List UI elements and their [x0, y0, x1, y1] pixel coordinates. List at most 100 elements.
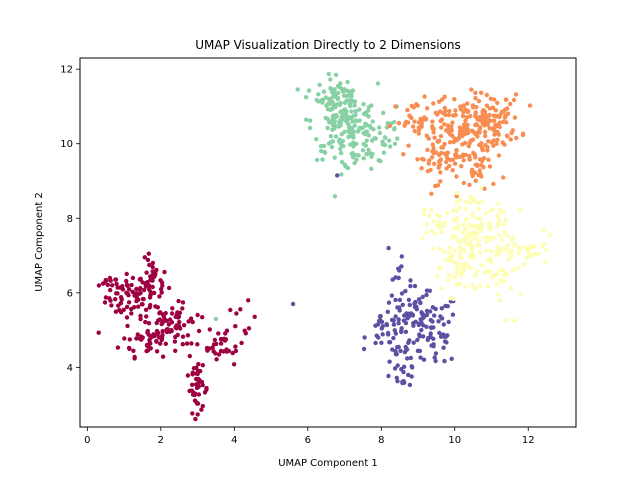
scatter-point	[361, 156, 366, 161]
scatter-point	[496, 153, 502, 158]
scatter-point	[502, 115, 508, 120]
scatter-point	[395, 136, 400, 141]
scatter-point	[195, 342, 200, 347]
scatter-point	[384, 322, 390, 328]
scatter-point	[338, 118, 343, 123]
y-tick-label: 8	[67, 214, 73, 225]
scatter-point	[402, 123, 407, 128]
scatter-point	[478, 216, 483, 221]
scatter-point	[454, 174, 459, 179]
scatter-point	[444, 211, 450, 216]
scatter-point	[430, 124, 435, 129]
scatter-point	[363, 131, 369, 136]
scatter-point	[159, 321, 164, 327]
scatter-point	[200, 403, 205, 409]
scatter-point	[320, 100, 325, 105]
scatter-point	[429, 325, 434, 331]
scatter-point	[350, 151, 355, 156]
scatter-point	[486, 157, 491, 162]
scatter-point	[438, 314, 443, 319]
scatter-point	[523, 244, 528, 250]
scatter-point	[449, 356, 454, 361]
scatter-point	[373, 340, 378, 346]
x-tick-label: 10	[448, 435, 461, 446]
scatter-point	[361, 102, 366, 107]
scatter-point	[210, 345, 215, 350]
scatter-point	[446, 250, 451, 256]
scatter-point	[373, 323, 378, 328]
scatter-point	[470, 244, 476, 249]
scatter-point	[360, 148, 366, 153]
scatter-point	[484, 211, 489, 216]
scatter-point	[462, 227, 467, 232]
scatter-point	[143, 319, 148, 325]
scatter-point	[393, 104, 398, 109]
scatter-point	[382, 135, 388, 140]
scatter-point	[476, 206, 481, 212]
scatter-point	[408, 355, 413, 361]
scatter-point	[492, 132, 497, 137]
scatter-point	[190, 411, 195, 416]
scatter-point	[437, 330, 442, 336]
scatter-point	[328, 86, 333, 91]
scatter-point	[470, 283, 475, 288]
scatter-point	[541, 227, 546, 233]
scatter-point	[472, 235, 477, 240]
scatter-point	[473, 96, 478, 101]
scatter-point	[450, 312, 456, 317]
scatter-point	[143, 307, 149, 312]
scatter-point	[446, 112, 452, 118]
scatter-point	[132, 291, 137, 296]
scatter-point	[405, 107, 410, 113]
x-tick-label: 0	[84, 435, 90, 446]
scatter-point	[386, 245, 391, 251]
scatter-point	[489, 249, 494, 254]
scatter-point	[399, 329, 404, 335]
scatter-point	[429, 191, 434, 196]
scatter-point	[463, 118, 468, 124]
scatter-point	[136, 297, 141, 302]
scatter-point	[351, 144, 356, 149]
y-axis-ticks: 4 6 8 10 12	[60, 65, 80, 374]
scatter-point	[196, 392, 202, 397]
scatter-point	[124, 290, 129, 295]
scatter-point	[447, 140, 453, 145]
scatter-point	[143, 281, 148, 286]
scatter-point	[501, 267, 506, 273]
scatter-point	[117, 307, 122, 313]
scatter-point	[422, 207, 427, 212]
scatter-point	[152, 290, 157, 296]
scatter-point	[478, 118, 483, 123]
scatter-point	[501, 119, 506, 125]
scatter-point	[333, 72, 339, 78]
scatter-point	[138, 276, 143, 281]
scatter-point	[162, 269, 167, 275]
scatter-point	[450, 253, 455, 258]
scatter-point	[442, 141, 447, 147]
scatter-point	[442, 122, 447, 127]
scatter-point	[478, 125, 483, 130]
scatter-point	[395, 345, 400, 350]
scatter-point	[455, 216, 460, 221]
chart-title: UMAP Visualization Directly to 2 Dimensi…	[195, 38, 461, 52]
scatter-point	[511, 268, 516, 273]
scatter-point	[487, 268, 493, 274]
scatter-point	[464, 241, 469, 247]
scatter-point	[465, 130, 471, 136]
scatter-point	[451, 260, 457, 265]
scatter-point	[478, 171, 483, 177]
scatter-point	[476, 200, 481, 206]
scatter-point	[430, 246, 436, 252]
scatter-point	[503, 217, 508, 222]
scatter-point	[441, 345, 446, 350]
scatter-point	[498, 112, 503, 117]
scatter-point	[406, 372, 411, 378]
scatter-point	[200, 363, 205, 368]
scatter-point	[324, 103, 329, 108]
scatter-point	[129, 282, 134, 288]
scatter-point	[432, 355, 437, 360]
scatter-point	[504, 318, 509, 323]
scatter-point	[392, 328, 397, 333]
scatter-point	[118, 295, 124, 300]
